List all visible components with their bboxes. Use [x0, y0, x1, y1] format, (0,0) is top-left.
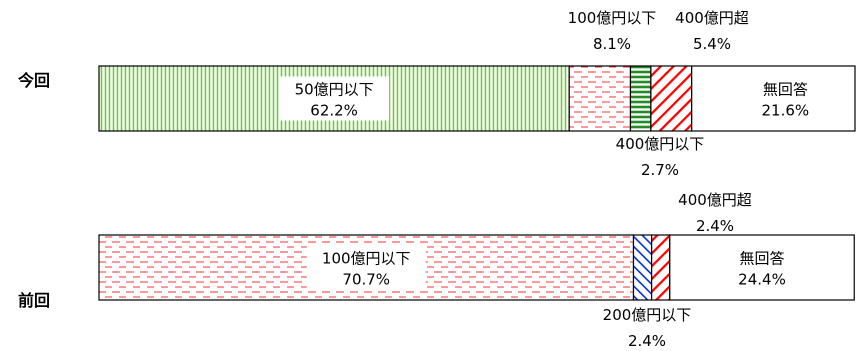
bar-segment — [691, 65, 856, 132]
data-label-name: 100億円以下 — [322, 250, 411, 268]
bar-segment — [669, 234, 855, 301]
data-label-background — [279, 76, 390, 121]
data-label-name: 100億円以下 — [568, 9, 657, 27]
bar-segment — [650, 65, 693, 132]
data-label-value: 21.6% — [762, 102, 810, 120]
data-label-value: 24.4% — [738, 271, 786, 289]
data-label-name: 400億円以下 — [616, 135, 705, 153]
data-label-name: 400億円超 — [678, 191, 752, 209]
data-label-background — [306, 245, 426, 290]
data-label-value: 2.4% — [696, 217, 734, 235]
data-label-name: 無回答 — [763, 81, 808, 99]
data-label-name: 400億円超 — [675, 9, 749, 27]
data-label-value: 5.4% — [693, 35, 731, 53]
bar-segment — [629, 65, 652, 132]
bar-segment — [568, 65, 632, 132]
bar-segment — [632, 234, 653, 301]
row-label: 前回 — [18, 291, 50, 310]
data-label-value: 2.4% — [628, 332, 666, 350]
row-label: 今回 — [17, 71, 50, 90]
data-label-name: 無回答 — [740, 250, 785, 268]
data-label-value: 8.1% — [593, 35, 631, 53]
data-label-value: 70.7% — [342, 271, 390, 289]
data-label-value: 62.2% — [310, 102, 358, 120]
bar-segment — [651, 234, 671, 301]
data-label-name: 200億円以下 — [603, 306, 692, 324]
data-label-name: 50億円以下 — [295, 81, 374, 99]
data-label-value: 2.7% — [641, 161, 679, 179]
